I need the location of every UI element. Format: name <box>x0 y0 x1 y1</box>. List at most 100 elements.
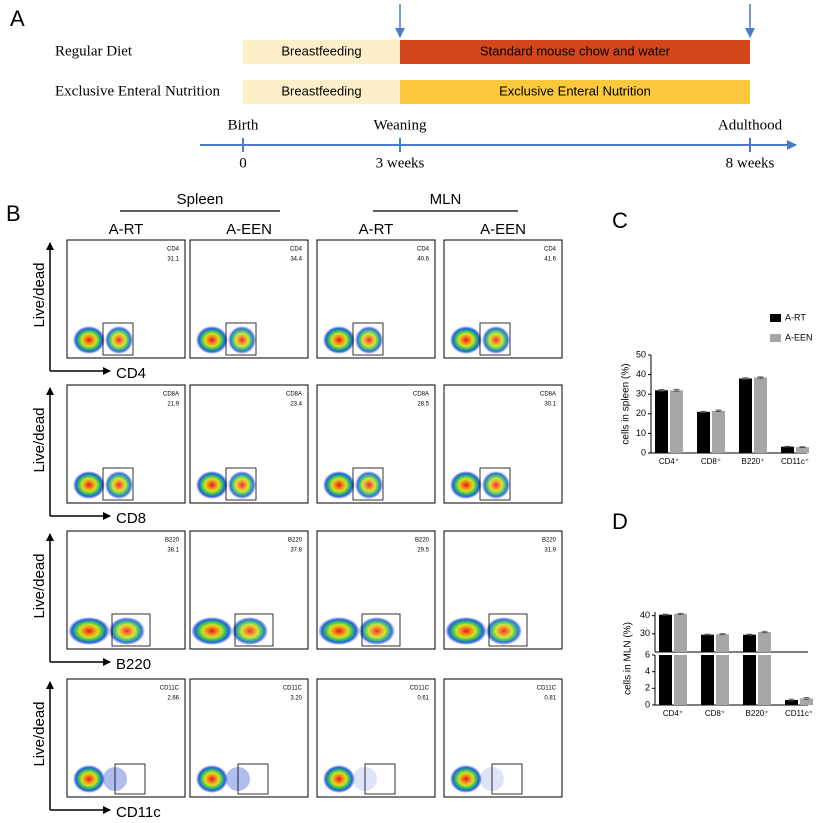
x-tick-label: CD8⁺ <box>705 709 725 718</box>
gate-value: 23.4 <box>290 402 302 408</box>
density-blob <box>73 326 105 354</box>
bar <box>701 634 714 652</box>
gate-name: B220 <box>165 538 180 544</box>
density-blob <box>191 617 233 645</box>
gate-name: B220 <box>542 538 557 544</box>
y-tick-label: 40 <box>640 610 650 620</box>
bar <box>674 613 687 652</box>
gate-name: CD4 <box>290 247 303 253</box>
y-axis-label: Live/dead <box>31 262 48 327</box>
group-label: Spleen <box>177 191 224 208</box>
density-blob <box>196 765 228 793</box>
row-label: Exclusive Enteral Nutrition <box>55 83 220 99</box>
density-blob <box>485 617 522 645</box>
group-label: MLN <box>430 191 462 208</box>
bar <box>785 700 798 705</box>
x-tick-label: B220⁺ <box>742 457 765 466</box>
gate-value: 37.8 <box>290 548 302 554</box>
gate-value: 31.1 <box>167 257 179 263</box>
x-tick-label: CD4⁺ <box>659 457 679 466</box>
y-tick-label: 20 <box>636 408 646 418</box>
x-axis-label: CD4 <box>116 365 146 382</box>
density-blob <box>105 471 133 499</box>
y-tick-label: 50 <box>636 349 646 359</box>
bar <box>743 634 756 652</box>
gate-value: 21.9 <box>167 402 179 408</box>
bar <box>670 390 683 453</box>
y-tick-label: 10 <box>636 428 646 438</box>
bar <box>659 655 672 705</box>
bar <box>754 377 767 453</box>
x-axis-label: B220 <box>116 656 151 673</box>
density-blob <box>482 471 510 499</box>
density-blob <box>355 471 383 499</box>
gate-name: B220 <box>415 538 430 544</box>
gate <box>352 322 384 356</box>
bar <box>796 447 809 453</box>
gate <box>225 322 257 356</box>
error-bar <box>742 377 749 380</box>
density-blob <box>105 326 133 354</box>
bar <box>781 446 794 453</box>
x-tick-label: CD8⁺ <box>701 457 721 466</box>
legend-label: A-RT <box>785 312 806 322</box>
x-axis-label: CD11c <box>116 804 161 821</box>
error-bar <box>673 388 680 392</box>
phase-bar <box>400 40 750 64</box>
bar <box>800 698 813 705</box>
legend-swatch <box>770 334 781 342</box>
bar <box>716 655 729 705</box>
density-blob <box>228 326 256 354</box>
error-bar <box>658 389 665 392</box>
gate-value: 2.66 <box>167 696 179 702</box>
bar <box>701 655 714 705</box>
gate-value: 3.20 <box>290 696 302 702</box>
phase-bar <box>400 80 750 104</box>
x-tick-label: CD11c⁺ <box>781 457 809 466</box>
error-bar <box>803 697 810 700</box>
density-blob <box>323 471 355 499</box>
time-label: 3 weeks <box>376 155 425 171</box>
x-tick-label: B220⁺ <box>746 709 769 718</box>
column-label: A-RT <box>109 221 144 238</box>
gate-name: CD4 <box>544 247 557 253</box>
error-bar <box>704 633 711 636</box>
gate <box>237 763 269 795</box>
gate-value: 31.9 <box>544 548 556 554</box>
time-label: 8 weeks <box>726 155 775 171</box>
gate-value: 30.1 <box>544 402 556 408</box>
row-label: Regular Diet <box>55 43 133 59</box>
bar <box>697 411 710 453</box>
phase-label: Standard mouse chow and water <box>480 43 671 58</box>
density-blob <box>68 617 110 645</box>
y-axis-label: Live/dead <box>31 553 48 618</box>
event-label: Birth <box>228 117 259 133</box>
density-blob <box>482 326 510 354</box>
gate-value: 28.5 <box>417 402 429 408</box>
density-blob <box>318 617 360 645</box>
gate-value: 41.6 <box>544 257 556 263</box>
y-axis-label: Live/dead <box>31 407 48 472</box>
gate <box>364 763 396 795</box>
gate <box>491 763 523 795</box>
gate-name: B220 <box>288 538 303 544</box>
panel-label: A <box>10 6 25 31</box>
gate-name: CD4 <box>167 247 180 253</box>
column-label: A-EEN <box>480 221 526 238</box>
gate-name: CD11C <box>537 686 557 692</box>
gate-name: CD4 <box>417 247 430 253</box>
bar <box>674 655 687 705</box>
density-blob <box>445 617 487 645</box>
density-blob <box>196 326 228 354</box>
y-tick-label: 40 <box>636 369 646 379</box>
gate-name: CD8A <box>163 392 179 398</box>
bar <box>655 390 668 453</box>
error-bar <box>700 410 707 413</box>
gate <box>102 467 134 501</box>
gate-value: 29.5 <box>417 548 429 554</box>
gate-name: CD8A <box>413 392 429 398</box>
phase-label: Breastfeeding <box>281 83 361 98</box>
column-label: A-EEN <box>226 221 272 238</box>
density-blob <box>450 471 482 499</box>
